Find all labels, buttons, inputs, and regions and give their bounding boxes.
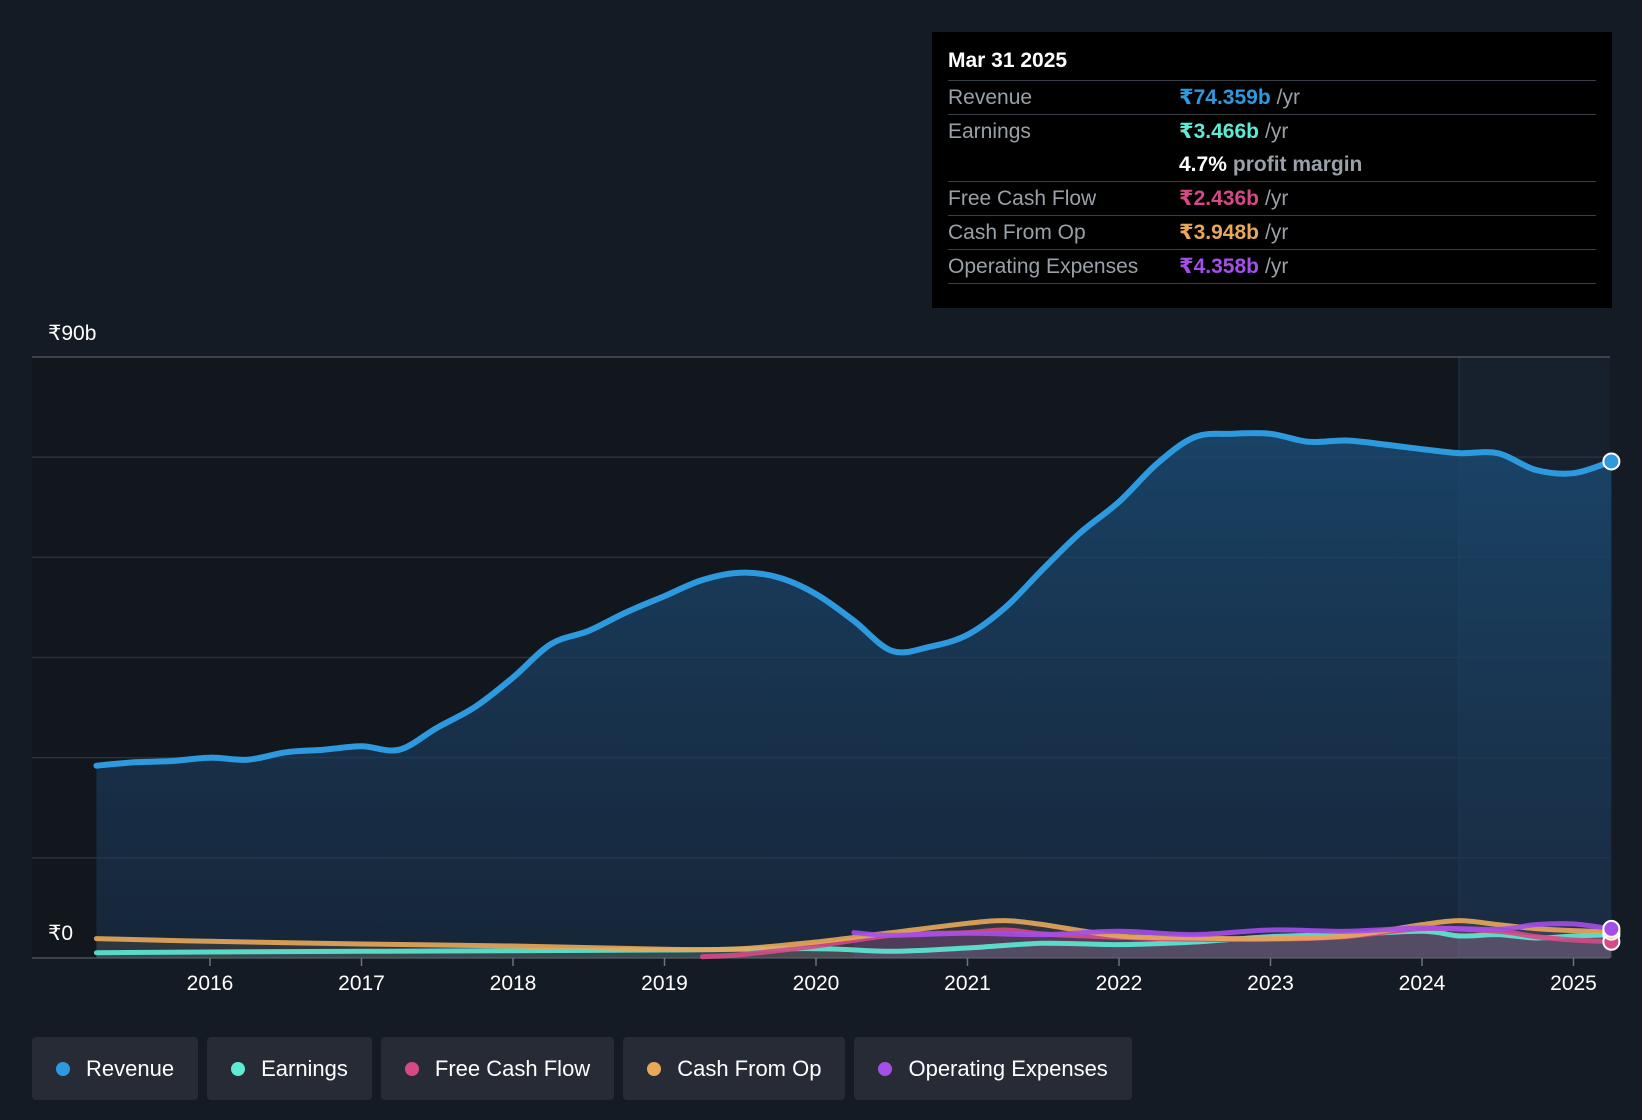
series-line-earnings [93,928,1614,956]
tooltip-panel: Mar 31 2025 Revenue ₹74.359b /yr Earning… [932,32,1612,308]
tooltip-revenue-unit: /yr [1276,85,1300,109]
tooltip-cfo-unit: /yr [1265,220,1289,244]
x-tick-label: 2018 [490,972,537,995]
tooltip-margin-value: 4.7% [1179,152,1227,176]
tooltip-row-opex: Operating Expenses ₹4.358b /yr [948,249,1596,284]
legend-label: Revenue [86,1055,175,1081]
tooltip-cfo-label: Cash From Op [948,220,1086,244]
legend-item-free-cash-flow[interactable]: Free Cash Flow [380,1037,615,1100]
tooltip-row-margin: 4.7% profit margin [948,148,1596,181]
x-tick-label: 2022 [1096,972,1143,995]
tooltip-row-earnings: Earnings ₹3.466b /yr [948,114,1596,148]
tooltip-fcf-value: ₹2.436b [1179,187,1259,210]
tooltip-revenue-value: ₹74.359b [1179,86,1271,109]
series-area-revenue [96,433,1612,958]
tooltip-fcf-unit: /yr [1265,186,1289,210]
series-line-revenue [93,430,1615,769]
tooltip-fcf-label: Free Cash Flow [948,186,1097,210]
tooltip-row-revenue: Revenue ₹74.359b /yr [948,80,1596,114]
series-line-cash-from-op [93,918,1614,953]
tooltip-opex-value: ₹4.358b [1179,255,1259,278]
legend-dot-icon [647,1061,662,1076]
legend-item-operating-expenses[interactable]: Operating Expenses [854,1037,1132,1100]
x-tick-label: 2020 [793,972,840,995]
legend-dot-icon [231,1061,246,1076]
legend-dot-icon [878,1061,893,1076]
y-axis-bottom-label: ₹0 [48,922,73,945]
legend-label: Free Cash Flow [434,1055,591,1081]
legend-label: Earnings [261,1055,348,1081]
end-marker-operating-expenses [1602,919,1621,938]
legend-item-revenue[interactable]: Revenue [32,1037,199,1100]
x-tick-label: 2016 [187,972,234,995]
tooltip-earnings-label: Earnings [948,119,1031,143]
tooltip-opex-label: Operating Expenses [948,254,1139,278]
series-line-operating-expenses [851,921,1614,938]
x-tick-label: 2017 [338,972,385,995]
legend-dot-icon [404,1061,419,1076]
x-tick-label: 2025 [1550,972,1597,995]
x-tick-label: 2021 [944,972,991,995]
legend: Revenue Earnings Free Cash Flow Cash Fro… [32,1037,1132,1100]
end-marker-revenue [1602,452,1621,471]
y-axis-top-label: ₹90b [48,322,96,345]
tooltip-earnings-value: ₹3.466b [1179,120,1259,143]
legend-label: Cash From Op [677,1055,822,1081]
tooltip-cfo-value: ₹3.948b [1179,221,1259,244]
x-tick-label: 2019 [641,972,688,995]
tooltip-opex-unit: /yr [1265,254,1289,278]
tooltip-date: Mar 31 2025 [948,49,1068,72]
legend-dot-icon [56,1061,70,1076]
x-tick-label: 2024 [1399,972,1446,995]
tooltip-row-fcf: Free Cash Flow ₹2.436b /yr [948,181,1596,215]
tooltip-margin-text: profit margin [1232,152,1363,176]
tooltip-row-cfo: Cash From Op ₹3.948b /yr [948,215,1596,249]
legend-label: Operating Expenses [908,1055,1108,1081]
legend-item-cash-from-op[interactable]: Cash From Op [623,1037,846,1100]
tooltip-earnings-unit: /yr [1265,119,1289,143]
tooltip-revenue-label: Revenue [948,85,1033,109]
legend-item-earnings[interactable]: Earnings [207,1037,372,1100]
x-tick-label: 2023 [1247,972,1294,995]
